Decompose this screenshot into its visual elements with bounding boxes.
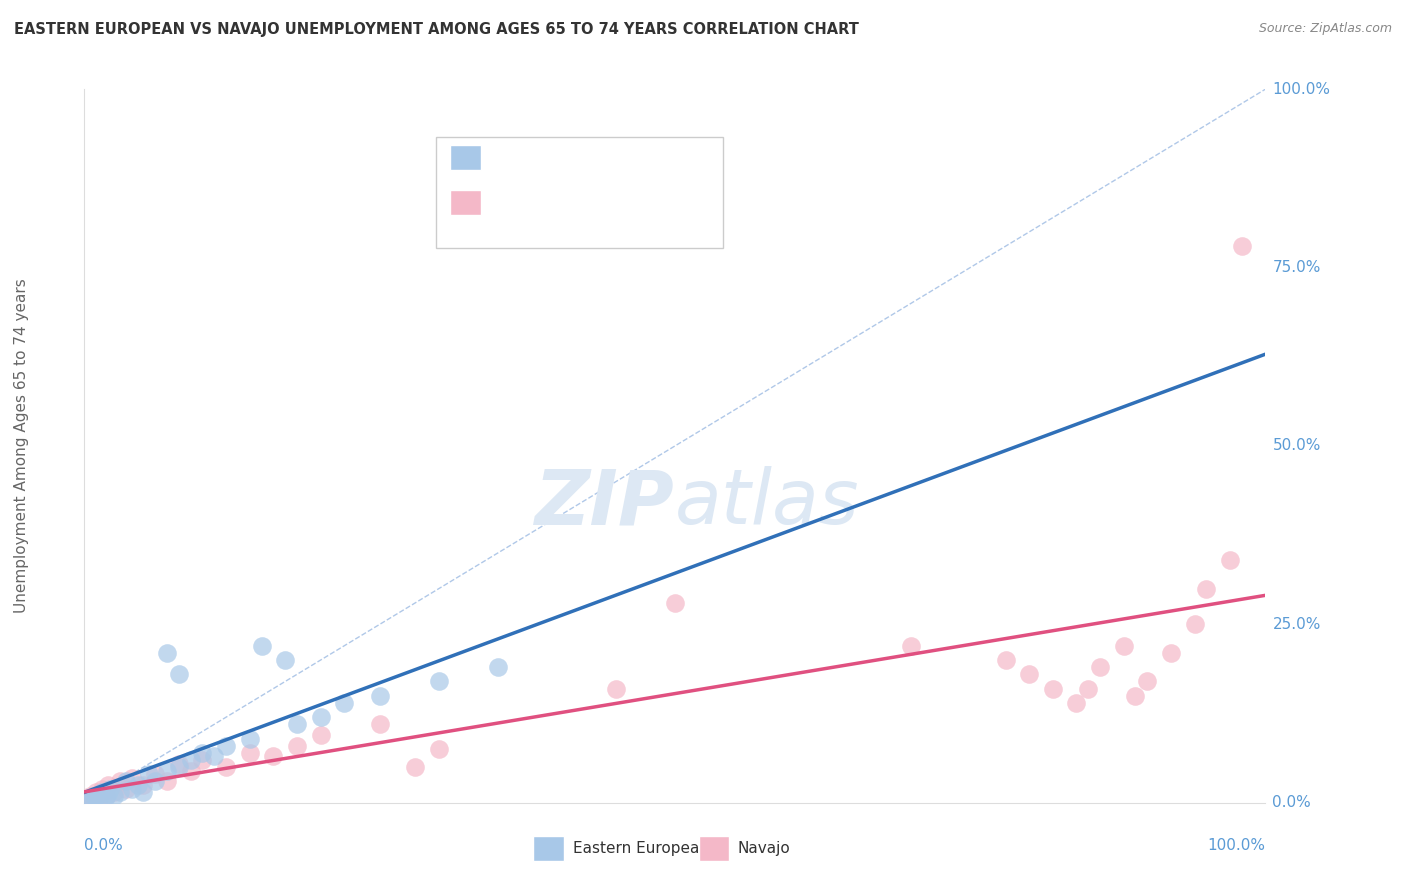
Point — [167, 760, 190, 774]
Point — [83, 792, 105, 806]
Point — [156, 774, 179, 789]
Point — [84, 785, 107, 799]
Point — [191, 753, 214, 767]
Text: Navajo: Navajo — [738, 841, 790, 855]
Point — [1042, 681, 1064, 696]
Text: 0.0%: 0.0% — [1272, 796, 1312, 810]
Point — [114, 781, 136, 796]
Point — [180, 764, 202, 778]
Point — [1125, 689, 1147, 703]
Point — [368, 689, 391, 703]
Point — [132, 785, 155, 799]
Point — [309, 728, 332, 742]
Point — [143, 767, 166, 781]
Text: 0.0%: 0.0% — [84, 838, 124, 854]
Point — [156, 646, 179, 660]
Point — [167, 667, 190, 681]
Point — [368, 717, 391, 731]
Point — [215, 760, 238, 774]
Text: ZIP: ZIP — [536, 467, 675, 540]
Point — [427, 742, 450, 756]
Point — [1160, 646, 1182, 660]
Point — [285, 739, 308, 753]
Point — [77, 794, 100, 808]
Point — [1077, 681, 1099, 696]
Point — [994, 653, 1017, 667]
Point — [103, 785, 125, 799]
Text: R = 0.444   N = 34: R = 0.444 N = 34 — [492, 148, 650, 166]
Point — [285, 717, 308, 731]
Point — [91, 781, 114, 796]
Text: Eastern Europeans: Eastern Europeans — [572, 841, 717, 855]
Text: R = 0.535   N = 43: R = 0.535 N = 43 — [492, 193, 650, 211]
Point — [79, 794, 101, 808]
Point — [215, 739, 238, 753]
Point — [143, 774, 166, 789]
Point — [84, 790, 107, 805]
Text: 50.0%: 50.0% — [1272, 439, 1320, 453]
Point — [167, 756, 190, 771]
Point — [156, 764, 179, 778]
Point — [664, 596, 686, 610]
Point — [239, 731, 262, 746]
Point — [97, 787, 120, 801]
Point — [486, 660, 509, 674]
Point — [83, 789, 105, 803]
Text: atlas: atlas — [675, 467, 859, 540]
Point — [94, 790, 117, 805]
Point — [1184, 617, 1206, 632]
Point — [274, 653, 297, 667]
Text: 25.0%: 25.0% — [1272, 617, 1320, 632]
Point — [87, 792, 110, 806]
Point — [132, 778, 155, 792]
Point — [202, 749, 225, 764]
Point — [91, 785, 114, 799]
Point — [250, 639, 273, 653]
Point — [1088, 660, 1111, 674]
Point — [103, 789, 125, 803]
Point — [427, 674, 450, 689]
Point — [1066, 696, 1088, 710]
Point — [605, 681, 627, 696]
Point — [121, 781, 143, 796]
Text: 100.0%: 100.0% — [1272, 82, 1330, 96]
Text: Unemployment Among Ages 65 to 74 years: Unemployment Among Ages 65 to 74 years — [14, 278, 28, 614]
Point — [333, 696, 356, 710]
Point — [309, 710, 332, 724]
Point — [239, 746, 262, 760]
Point — [1018, 667, 1040, 681]
Point — [108, 785, 131, 799]
Point — [87, 790, 110, 805]
Point — [404, 760, 426, 774]
Point — [94, 789, 117, 803]
Text: EASTERN EUROPEAN VS NAVAJO UNEMPLOYMENT AMONG AGES 65 TO 74 YEARS CORRELATION CH: EASTERN EUROPEAN VS NAVAJO UNEMPLOYMENT … — [14, 22, 859, 37]
Point — [97, 778, 120, 792]
Point — [1230, 239, 1253, 253]
Point — [121, 771, 143, 785]
Point — [108, 774, 131, 789]
Point — [900, 639, 922, 653]
Point — [127, 778, 149, 792]
Point — [180, 753, 202, 767]
Point — [1219, 553, 1241, 567]
Text: Source: ZipAtlas.com: Source: ZipAtlas.com — [1258, 22, 1392, 36]
Point — [1195, 582, 1218, 596]
Point — [98, 781, 121, 796]
Point — [191, 746, 214, 760]
Point — [1136, 674, 1159, 689]
Point — [79, 789, 101, 803]
Point — [138, 767, 160, 781]
Text: 100.0%: 100.0% — [1208, 838, 1265, 854]
Point — [114, 774, 136, 789]
Point — [262, 749, 284, 764]
Point — [77, 792, 100, 806]
Text: 75.0%: 75.0% — [1272, 260, 1320, 275]
Point — [1112, 639, 1135, 653]
